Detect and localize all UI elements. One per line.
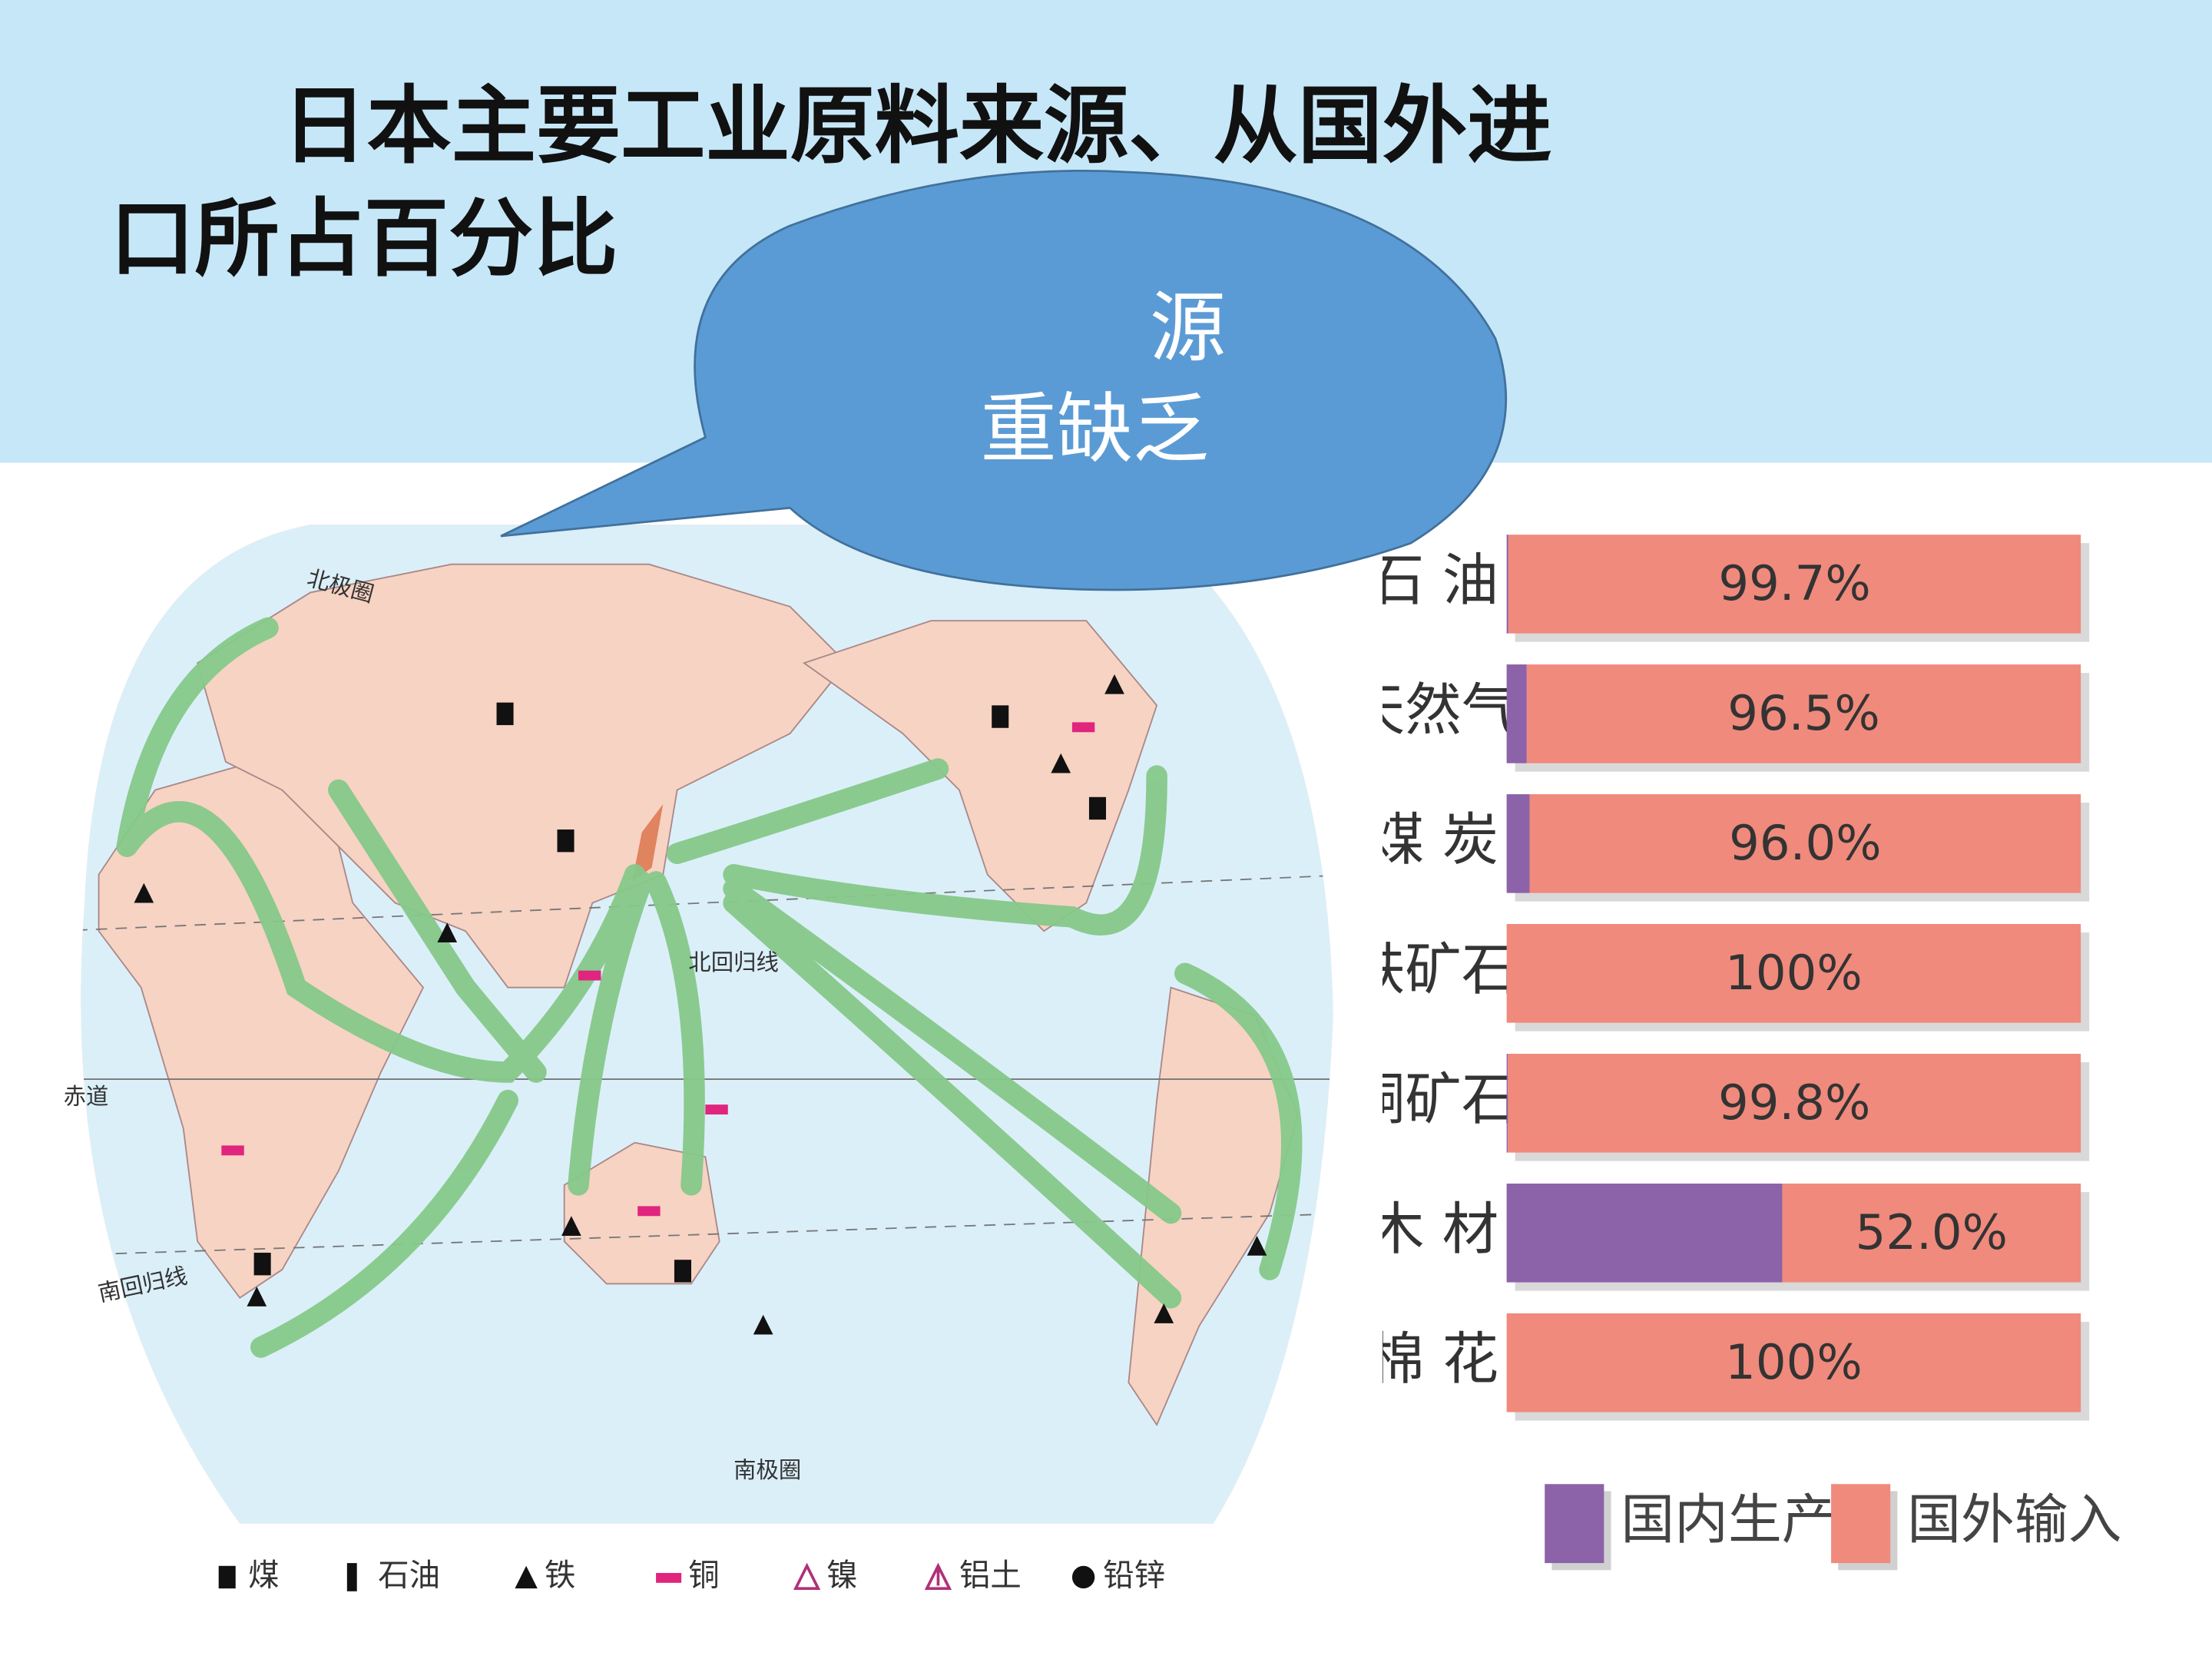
copper-symbols	[221, 722, 1095, 1217]
bar-segment	[1508, 1054, 2081, 1153]
legend-symbol	[515, 1565, 538, 1589]
trade-routes	[116, 617, 1303, 1358]
bubble-text: 源	[1150, 284, 1226, 373]
legend-symbol	[346, 1563, 357, 1591]
category-label: 天然气	[1349, 677, 1518, 743]
legend-label: 铜	[688, 1556, 719, 1593]
bar-segment	[1506, 794, 1530, 893]
legend-label: 镍	[826, 1556, 857, 1593]
category-label: 煤 炭	[1368, 807, 1498, 873]
bar-segment	[1506, 1313, 2081, 1412]
slide-title: 日本主要工业原料来源、从国外进口所占百分比	[110, 78, 1552, 290]
value-label: 96.5%	[1727, 685, 1879, 741]
bar-segment	[1506, 1184, 1783, 1283]
category-label: 棉 花	[1368, 1326, 1498, 1392]
category-label: 铁矿石	[1349, 937, 1518, 1002]
map-legend: 煤 石油 铁 铜 镍 铝土 铅锌	[218, 1556, 1165, 1593]
legend-label: 国内生产	[1621, 1489, 1835, 1551]
japan	[631, 803, 664, 882]
bar-segment	[1506, 664, 1527, 763]
legend-symbol	[1071, 1565, 1095, 1589]
resource-symbols	[134, 674, 1267, 1335]
legend-symbol	[656, 1572, 682, 1583]
bar-segment	[1508, 535, 2081, 634]
value-label: 52.0%	[1856, 1204, 2008, 1260]
category-label: 木 材	[1368, 1197, 1498, 1262]
bubble-shape	[500, 169, 1508, 591]
bar-segment	[1782, 1184, 2081, 1283]
bar-segment	[1526, 664, 2081, 763]
legend-symbol	[218, 1565, 236, 1589]
map-label: 赤道	[64, 1083, 109, 1109]
map-label: 南极圈	[733, 1457, 801, 1483]
map-label: 北回归线	[688, 949, 779, 975]
bar-segment	[1506, 924, 2081, 1023]
bar-segment	[1506, 535, 1508, 634]
legend-label: 煤	[248, 1556, 279, 1593]
bar-segment	[1529, 794, 2081, 893]
legend-label: 铁	[545, 1556, 575, 1593]
legend-label: 铝土	[959, 1556, 1022, 1593]
bubble-text: 重缺乏	[981, 386, 1210, 474]
legend-symbol	[793, 1562, 821, 1591]
world-map: 北极圈 北回归线 赤道 南回归线 南极圈	[64, 525, 1333, 1524]
value-label: 96.0%	[1729, 815, 1881, 871]
legend-swatch	[1545, 1484, 1604, 1564]
value-label: 100%	[1725, 1334, 1863, 1390]
value-label: 100%	[1725, 945, 1863, 1001]
legend-label: 国外输入	[1907, 1489, 2121, 1551]
legend-symbol	[924, 1562, 952, 1591]
value-label: 99.8%	[1718, 1075, 1870, 1131]
category-label: 石 油	[1368, 548, 1498, 613]
legend-label: 铅锌	[1103, 1556, 1165, 1593]
bar-segment	[1506, 1054, 1508, 1153]
legend-swatch	[1831, 1484, 1891, 1564]
legend-label: 石油	[378, 1556, 440, 1593]
category-label: 铜矿石	[1349, 1067, 1518, 1132]
value-label: 99.7%	[1718, 555, 1870, 611]
speech-bubble: 源 重缺乏	[500, 169, 1508, 591]
